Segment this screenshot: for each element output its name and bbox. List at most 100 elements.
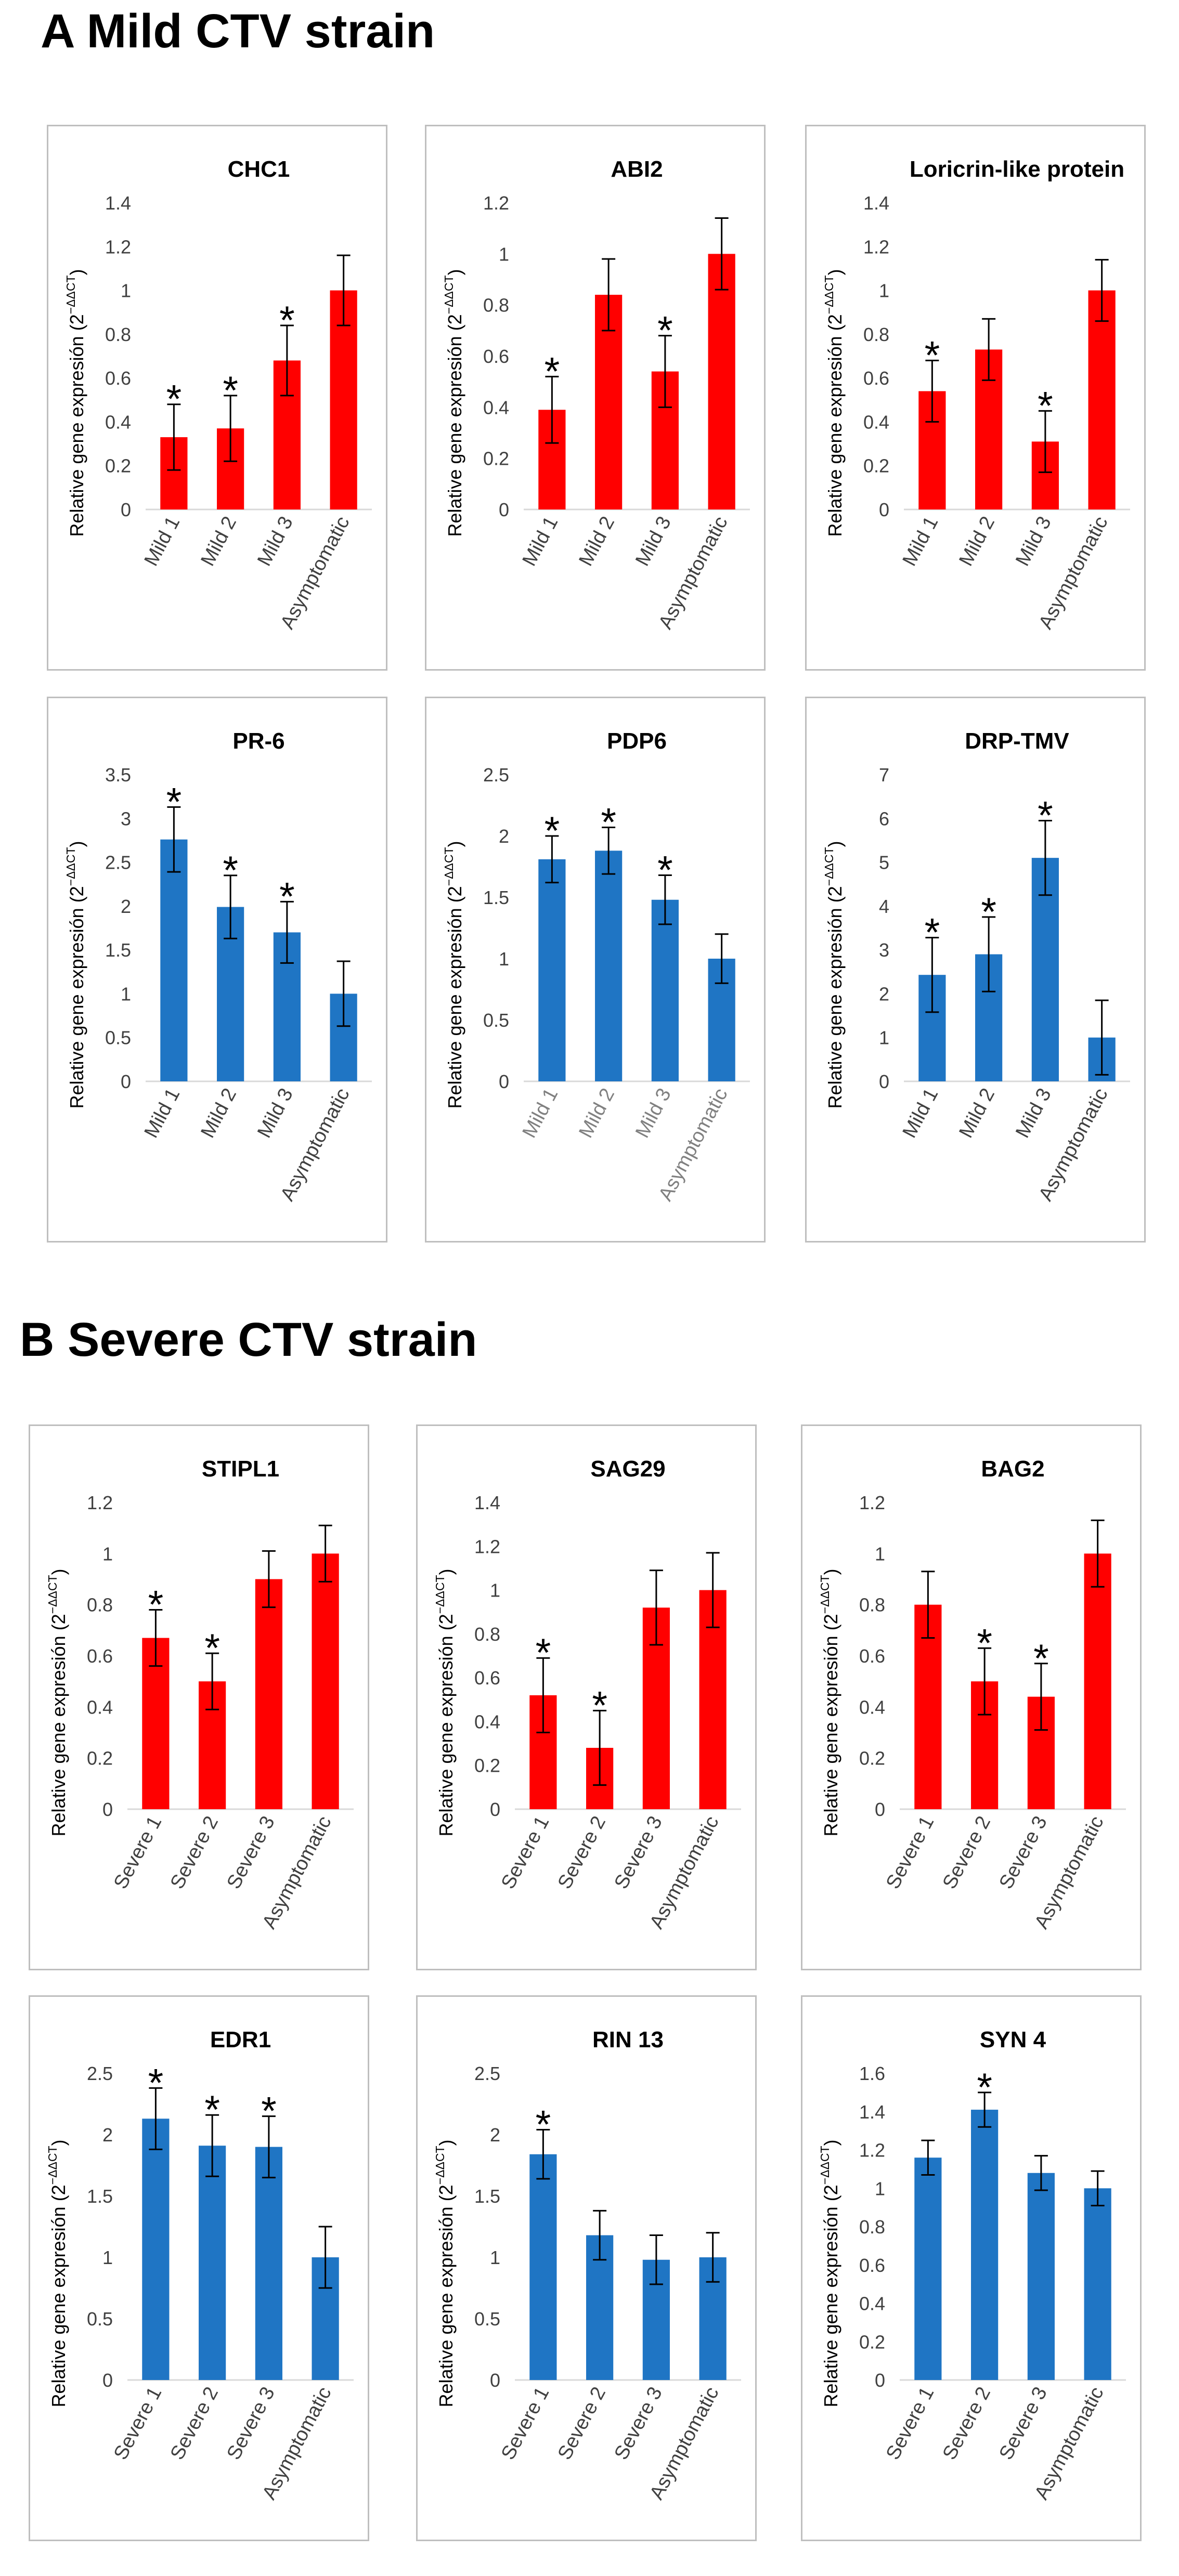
significance-asterisk: * — [545, 349, 560, 394]
y-tick-label: 0 — [121, 1071, 131, 1092]
y-tick-label: 1.2 — [859, 2140, 885, 2161]
chart-title: SAG29 — [590, 1456, 665, 1482]
y-axis-label-text: Relative gene expresión (2 — [824, 314, 846, 537]
y-tick-label: 1 — [499, 243, 509, 265]
chart-panel: RIN 13 0 0.5 1 1.5 2 2.5 Relative gene expresió… — [416, 1995, 757, 2541]
y-tick-label: 0.8 — [859, 1594, 885, 1616]
bar-chart: DRP-TMV 0 1 2 3 4 5 6 7 Relative gene expresión (… — [805, 697, 1146, 1243]
y-axis-label-text: Relative gene expresión (2 — [435, 2185, 457, 2407]
y-tick-label: 0.4 — [105, 411, 131, 433]
y-axis-label-superscript: −ΔΔCT — [822, 847, 836, 886]
y-axis-label-superscript: −ΔΔCT — [433, 2146, 447, 2185]
y-tick-label: 0.8 — [863, 324, 889, 345]
y-axis-label-superscript: −ΔΔCT — [46, 1575, 59, 1614]
y-axis-label-text: Relative gene expresión (2 — [435, 1614, 457, 1836]
chart-panel: DRP-TMV 0 1 2 3 4 5 6 7 Relative gene expresión (… — [805, 697, 1146, 1243]
y-tick-label: 1 — [121, 983, 131, 1004]
y-axis-label-close-paren: ) — [824, 269, 846, 275]
y-axis-label-text: Relative gene expresión (2 — [48, 2185, 69, 2407]
y-axis-label-superscript: −ΔΔCT — [46, 2146, 59, 2185]
y-tick-label: 1.4 — [859, 2101, 885, 2123]
y-tick-label: 3 — [879, 939, 889, 961]
bar — [1027, 2173, 1055, 2380]
bar — [330, 290, 357, 509]
y-tick-label: 0 — [875, 2370, 885, 2391]
y-tick-label: 2.5 — [474, 2063, 500, 2084]
chart-panel: SYN 4 0 0.2 0.4 0.6 0.8 1 1.2 1.4 1.6 Relative gen… — [801, 1995, 1142, 2541]
y-tick-label: 0 — [875, 1799, 885, 1820]
bar-chart: SYN 4 0 0.2 0.4 0.6 0.8 1 1.2 1.4 1.6 Relative gen… — [801, 1995, 1142, 2541]
y-axis-label: Relative gene expresión (2−ΔΔCT) — [442, 841, 465, 1108]
y-axis-label-superscript: −ΔΔCT — [822, 275, 836, 314]
y-tick-label: 0.8 — [474, 1624, 500, 1645]
y-tick-label: 1 — [102, 1543, 113, 1564]
y-tick-label: 1.2 — [863, 236, 889, 257]
significance-asterisk: * — [148, 2061, 164, 2105]
chart-panel: STIPL1 0 0.2 0.4 0.6 0.8 1 1.2 Relative gene exp… — [29, 1424, 369, 1970]
y-axis-label: Relative gene expresión (2−ΔΔCT) — [64, 841, 87, 1108]
y-axis-label: Relative gene expresión (2−ΔΔCT) — [442, 269, 465, 537]
y-tick-label: 1.5 — [474, 2186, 500, 2207]
significance-asterisk: * — [592, 1683, 607, 1728]
y-axis-label: Relative gene expresión (2−ΔΔCT) — [433, 1568, 457, 1836]
y-tick-label: 0.4 — [859, 2293, 885, 2315]
significance-asterisk: * — [925, 911, 940, 955]
bar — [160, 839, 188, 1081]
y-axis-label-superscript: −ΔΔCT — [433, 1575, 447, 1614]
y-tick-label: 2 — [879, 983, 889, 1004]
y-tick-label: 0 — [499, 499, 509, 520]
y-tick-label: 7 — [879, 764, 889, 786]
y-tick-label: 0.5 — [105, 1027, 131, 1049]
y-axis-label-close-paren: ) — [435, 2139, 457, 2146]
y-axis-label: Relative gene expresión (2−ΔΔCT) — [46, 1568, 69, 1836]
y-tick-label: 3.5 — [105, 764, 131, 786]
y-tick-label: 0 — [879, 1071, 889, 1092]
chart-panel: SAG29 0 0.2 0.4 0.6 0.8 1 1.2 1.4 Relative gene e… — [416, 1424, 757, 1970]
chart-title: DRP-TMV — [965, 728, 1069, 754]
section-a-title: Mild CTV strain — [86, 5, 435, 58]
y-tick-label: 1.4 — [105, 192, 131, 214]
y-tick-label: 0.5 — [474, 2308, 500, 2330]
significance-asterisk: * — [1038, 794, 1053, 838]
y-axis-label-text: Relative gene expresión (2 — [66, 314, 87, 537]
y-axis-label-close-paren: ) — [444, 841, 465, 847]
y-tick-label: 2 — [121, 896, 131, 917]
y-tick-label: 1.2 — [474, 1536, 500, 1557]
section-a-label: A — [41, 5, 74, 58]
bar-chart: ABI2 0 0.2 0.4 0.6 0.8 1 1.2 Relative gene expre… — [425, 125, 766, 671]
y-tick-label: 0.6 — [483, 346, 509, 367]
y-tick-label: 0.2 — [859, 2331, 885, 2352]
bar-chart: EDR1 0 0.5 1 1.5 2 2.5 Relative gene expresión … — [29, 1995, 369, 2541]
bar-chart: SAG29 0 0.2 0.4 0.6 0.8 1 1.2 1.4 Relative gene e… — [416, 1424, 757, 1970]
significance-asterisk: * — [204, 1626, 220, 1670]
y-tick-label: 0.5 — [87, 2308, 113, 2330]
y-tick-label: 0 — [490, 2370, 500, 2391]
y-tick-label: 1.2 — [87, 1492, 113, 1513]
y-tick-label: 0 — [490, 1799, 500, 1820]
y-tick-label: 1 — [879, 280, 889, 302]
y-tick-label: 0 — [102, 1799, 113, 1820]
bar — [651, 899, 679, 1081]
chart-panel: ABI2 0 0.2 0.4 0.6 0.8 1 1.2 Relative gene expre… — [425, 125, 766, 671]
chart-title: CHC1 — [228, 156, 290, 182]
significance-asterisk: * — [925, 333, 940, 377]
y-tick-label: 2.5 — [105, 852, 131, 873]
y-tick-label: 4 — [879, 896, 889, 917]
bar — [1084, 1553, 1111, 1809]
y-axis-label-superscript: −ΔΔCT — [64, 275, 77, 314]
y-tick-label: 0.6 — [474, 1667, 500, 1689]
significance-asterisk: * — [601, 800, 616, 844]
significance-asterisk: * — [1038, 384, 1053, 428]
y-axis-label-text: Relative gene expresión (2 — [444, 886, 465, 1108]
y-tick-label: 1.6 — [859, 2063, 885, 2084]
y-axis-label-close-paren: ) — [66, 841, 87, 847]
significance-asterisk: * — [166, 377, 182, 422]
y-axis-label-text: Relative gene expresión (2 — [66, 886, 87, 1108]
y-axis-label-text: Relative gene expresión (2 — [48, 1614, 69, 1836]
y-tick-label: 0.2 — [483, 448, 509, 469]
y-axis-label: Relative gene expresión (2−ΔΔCT) — [822, 841, 846, 1108]
y-tick-label: 2 — [499, 826, 509, 847]
section-a-heading: A Mild CTV strain — [41, 4, 435, 59]
y-tick-label: 1 — [875, 2178, 885, 2199]
y-tick-label: 0.6 — [105, 368, 131, 389]
